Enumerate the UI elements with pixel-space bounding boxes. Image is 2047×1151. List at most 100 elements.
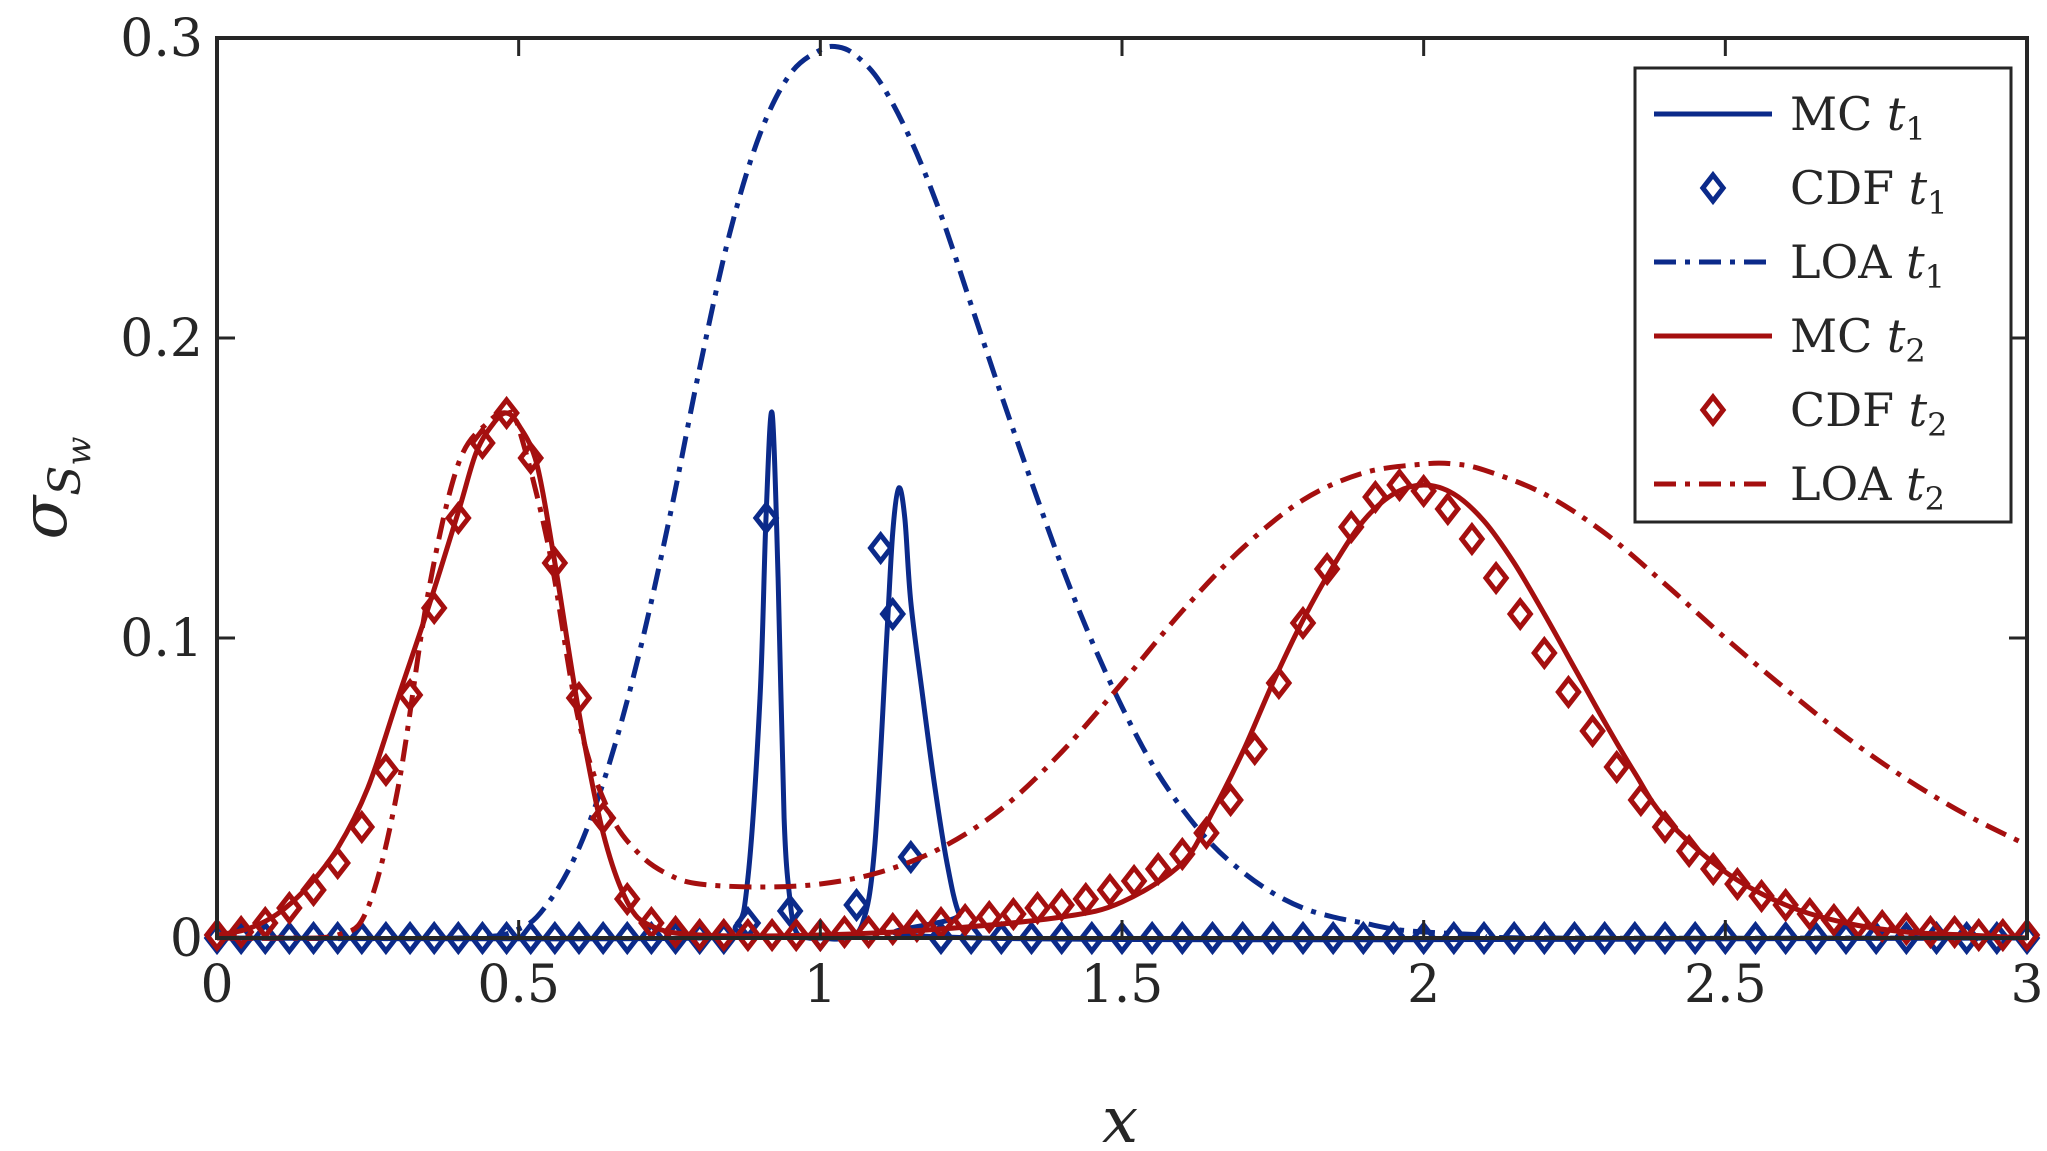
cdf-point [776,893,804,929]
y-tick-label: 0.1 [120,609,203,669]
x-tick-label: 0.5 [477,955,560,1015]
cdf-point [1362,479,1389,515]
cdf-point [1096,872,1124,908]
cdf-point [1458,521,1486,557]
cdf-point [1699,851,1727,887]
legend-label: CDF t1 [1790,161,1947,222]
cdf-point [1319,920,1347,956]
x-tick-label: 2 [1407,955,1440,1015]
x-tick-label: 0 [200,955,233,1015]
cdf-point [445,500,472,536]
cdf-point [1941,914,1968,950]
series-loa-t1 [216,43,2028,942]
legend-entry: CDF t1 [1699,161,1947,222]
cdf-point [251,920,279,956]
cdf-point [782,917,810,953]
cdf-point [1531,635,1558,671]
legend: MC t1 CDF t1 LOA t1 MC t2 CDF t2 LOA t2 [1633,66,2013,524]
series-line [216,43,2028,942]
y-axis-label-subsub: w [59,437,99,466]
cdf-point [1917,914,1944,950]
cdf-point [988,920,1015,956]
cdf-point [613,920,641,956]
cdf-point [1555,674,1582,710]
cdf-point [975,899,1003,935]
cdf-point [1893,911,1920,947]
x-tick-label: 3 [2010,955,2043,1015]
cdf-point [1621,920,1649,956]
cdf-point [227,914,255,950]
cdf-point [1337,509,1365,545]
cdf-point [203,917,231,953]
legend-entry: MC t2 [1654,309,1926,370]
cdf-point [1603,749,1631,785]
cdf-point [1350,920,1377,956]
cdf-point [879,596,907,632]
cdf-point [843,887,870,923]
legend-label: MC t1 [1790,87,1926,148]
cdf-point [1772,887,1799,923]
cdf-point [1989,917,2017,953]
cdf-point [372,752,400,788]
cdf-point [1742,920,1769,956]
series-line [216,409,2029,941]
cdf-point [1018,920,1045,956]
cdf-point [1796,896,1824,932]
cdf-point [927,920,955,956]
cdf-point [1289,605,1317,641]
cdf-point [1024,890,1051,926]
cdf-point [1138,920,1166,956]
cdf-point [710,917,738,953]
cdf-point [1627,782,1655,818]
cdf-point [469,920,496,956]
legend-box [1633,66,2013,524]
cdf-point [638,920,665,956]
cdf-point [1675,833,1703,869]
cdf-point [2013,917,2041,953]
cdf-point [807,917,834,953]
cdf-point [1724,866,1751,902]
x-tick-label: 2.5 [1684,955,1767,1015]
cdf-point [1048,920,1075,956]
cdf-point [469,425,496,461]
cdf-point [1681,920,1709,956]
legend-label: LOA t2 [1790,457,1945,518]
cdf-point [1651,920,1679,956]
cdf-point [867,530,894,566]
cdf-point [589,920,617,956]
cdf-point [1229,920,1256,956]
cdf-point [1802,920,1830,956]
series-line [216,410,2028,941]
x-axis-label: x [1102,1084,1138,1151]
cdf-point [1579,713,1606,749]
cdf-point [1289,920,1317,956]
cdf-point [324,920,351,956]
cdf-point [879,911,907,947]
cdf-point [1434,491,1462,527]
legend-marker [1699,392,1727,428]
cdf-point [541,920,569,956]
cdf-point [300,920,327,956]
cdf-point [517,920,545,956]
cdf-point [396,920,424,956]
y-axis-label-main: σ [8,493,82,539]
y-tick-label: 0.3 [120,9,203,69]
cdf-point [276,890,303,926]
cdf-point [1259,920,1287,956]
series-mc-t2 [216,410,2028,941]
cdf-point [324,845,351,881]
y-tick-label: 0 [170,909,203,969]
legend-entry: MC t1 [1654,87,1926,148]
series-layer [203,43,2041,956]
cdf-point [1410,473,1437,509]
cdf-point [1265,665,1293,701]
cdf-point [1120,863,1148,899]
cdf-point [420,920,448,956]
cdf-point [1748,878,1775,914]
cdf-point [348,809,376,845]
cdf-point [1380,920,1407,956]
cdf-point [1217,782,1244,818]
cdf-point [1313,551,1341,587]
cdf-point [1078,920,1106,956]
cdf-point [1048,887,1075,923]
